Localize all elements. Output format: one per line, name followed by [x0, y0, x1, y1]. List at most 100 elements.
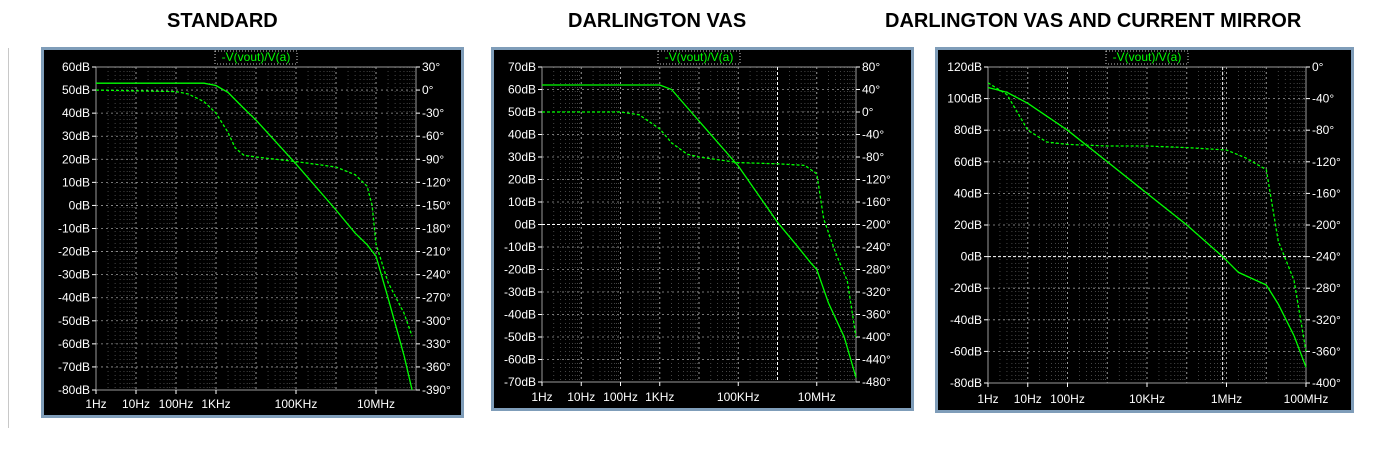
y-left-tick-label: 60dB: [508, 83, 536, 97]
y-left-tick-label: -10dB: [58, 222, 90, 236]
y-right-tick-label: -280°: [862, 263, 891, 277]
y-right-tick-label: -80°: [1312, 123, 1334, 137]
y-right-tick-label: -360°: [862, 308, 891, 322]
y-left-tick-label: 0dB: [515, 218, 536, 232]
y-left-tick-label: -10dB: [504, 240, 536, 254]
y-left-tick-label: 60dB: [62, 60, 90, 74]
y-left-tick-label: -20dB: [950, 281, 982, 295]
y-right-tick-label: -160°: [862, 195, 891, 209]
y-right-tick-label: -150°: [422, 198, 451, 212]
y-right-tick-label: -480°: [862, 375, 891, 389]
y-right-tick-label: -120°: [422, 175, 451, 189]
y-right-tick-label: 80°: [862, 60, 880, 74]
y-left-tick-label: 30dB: [62, 129, 90, 143]
y-left-tick-label: 120dB: [947, 60, 982, 74]
x-tick-label: 1Hz: [85, 397, 106, 411]
trace-title: -V(vout)/V(a): [222, 50, 291, 64]
y-left-tick-label: 70dB: [508, 60, 536, 74]
x-tick-label: 10MHz: [798, 390, 836, 404]
y-right-tick-label: -240°: [1312, 250, 1341, 264]
y-left-tick-label: -20dB: [504, 263, 536, 277]
y-right-tick-label: -80°: [862, 150, 884, 164]
y-left-tick-label: 40dB: [954, 186, 982, 200]
y-right-tick-label: 30°: [422, 60, 440, 74]
y-right-tick-label: -280°: [1312, 281, 1341, 295]
y-left-tick-label: 30dB: [508, 150, 536, 164]
y-right-tick-label: -360°: [422, 360, 451, 374]
y-left-tick-label: -60dB: [58, 337, 90, 351]
y-right-tick-label: -160°: [1312, 186, 1341, 200]
y-right-tick-label: -240°: [422, 268, 451, 282]
x-tick-label: 10Hz: [122, 397, 150, 411]
y-left-tick-label: -80dB: [950, 376, 982, 390]
y-left-tick-label: 20dB: [954, 218, 982, 232]
y-left-tick-label: -40dB: [504, 308, 536, 322]
chart-title-standard: STANDARD: [167, 10, 278, 32]
y-left-tick-label: -50dB: [58, 314, 90, 328]
x-tick-label: 100Hz: [159, 397, 194, 411]
y-left-tick-label: -70dB: [504, 375, 536, 389]
y-left-tick-label: -20dB: [58, 245, 90, 259]
y-left-tick-label: 20dB: [62, 152, 90, 166]
y-left-tick-label: -30dB: [58, 268, 90, 282]
y-right-tick-label: -320°: [862, 285, 891, 299]
bode-plot-panel-standard[interactable]: 60dB 50dB 40dB 30dB 20dB 10dB 0dB -10dB -20dB -30…: [41, 47, 464, 418]
y-right-tick-label: 0°: [1312, 60, 1324, 74]
y-right-tick-label: -400°: [1312, 376, 1341, 390]
y-left-tick-label: 60dB: [954, 155, 982, 169]
x-tick-label: 10Hz: [1014, 392, 1042, 406]
y-left-tick-label: -60dB: [950, 344, 982, 358]
x-tick-label: 100KHz: [275, 397, 318, 411]
x-tick-label: 10KHz: [1129, 392, 1165, 406]
bode-plot-panel-darlington-vas[interactable]: 70dB 60dB 50dB 40dB 30dB 20dB 10dB 0dB -10dB -20d…: [491, 47, 914, 411]
y-right-tick-label: -200°: [1312, 218, 1341, 232]
y-right-tick-label: -40°: [1312, 92, 1334, 106]
y-left-tick-label: 50dB: [508, 105, 536, 119]
y-left-tick-label: -40dB: [58, 291, 90, 305]
y-left-tick-label: 100dB: [947, 92, 982, 106]
y-right-tick-label: -330°: [422, 337, 451, 351]
y-right-tick-label: -360°: [1312, 344, 1341, 358]
x-tick-label: 1KHz: [645, 390, 674, 404]
y-right-tick-label: -90°: [422, 152, 444, 166]
y-left-tick-label: 40dB: [62, 106, 90, 120]
chart-title-darlington-vas: DARLINGTON VAS: [568, 10, 747, 32]
y-right-tick-label: -40°: [862, 128, 884, 142]
bode-plot-panel-darlington-vas-current-mirror[interactable]: 120dB 100dB 80dB 60dB 40dB 20dB 0dB -20dB -40dB -…: [935, 47, 1354, 413]
trace-title-box: [657, 50, 741, 65]
y-right-tick-label: -240°: [862, 240, 891, 254]
y-left-tick-label: -30dB: [504, 285, 536, 299]
y-left-tick-label: 50dB: [62, 83, 90, 97]
y-left-tick-label: -70dB: [58, 360, 90, 374]
y-right-tick-label: -300°: [422, 314, 451, 328]
y-right-tick-label: -120°: [862, 173, 891, 187]
x-tick-label: 1Hz: [977, 392, 998, 406]
y-right-tick-label: -30°: [422, 106, 444, 120]
y-left-tick-label: 80dB: [954, 123, 982, 137]
bode-plot-darlington-vas: 70dB 60dB 50dB 40dB 30dB 20dB 10dB 0dB -10dB -20d…: [504, 50, 891, 404]
y-right-tick-label: 0°: [422, 83, 434, 97]
y-right-tick-label: -390°: [422, 383, 451, 397]
x-tick-label: 1MHz: [1211, 392, 1242, 406]
x-tick-label: 10Hz: [567, 390, 595, 404]
x-tick-label: 100Hz: [1050, 392, 1085, 406]
phase-trace: [542, 111, 857, 338]
y-right-tick-label: 0°: [862, 105, 874, 119]
window-edge-rule: [8, 48, 9, 428]
y-left-tick-label: -80dB: [58, 383, 90, 397]
phase-trace: [987, 82, 1307, 352]
grid: [987, 66, 1306, 384]
y-right-tick-label: -400°: [862, 330, 891, 344]
x-tick-label: 100Hz: [603, 390, 638, 404]
x-tick-label: 1Hz: [531, 390, 552, 404]
magnitude-trace: [96, 82, 413, 391]
y-right-tick-label: 40°: [862, 83, 880, 97]
y-left-tick-label: 0dB: [961, 250, 982, 264]
grid: [95, 66, 416, 391]
x-tick-label: 1KHz: [201, 397, 230, 411]
trace-title: -V(vout)/V(a): [1113, 50, 1182, 64]
trace-title-box: [1105, 50, 1189, 65]
y-left-tick-label: -60dB: [504, 353, 536, 367]
y-right-tick-label: -200°: [862, 218, 891, 232]
chart-title-darlington-vas-current-mirror: DARLINGTON VAS AND CURRENT MIRROR: [885, 10, 1302, 32]
